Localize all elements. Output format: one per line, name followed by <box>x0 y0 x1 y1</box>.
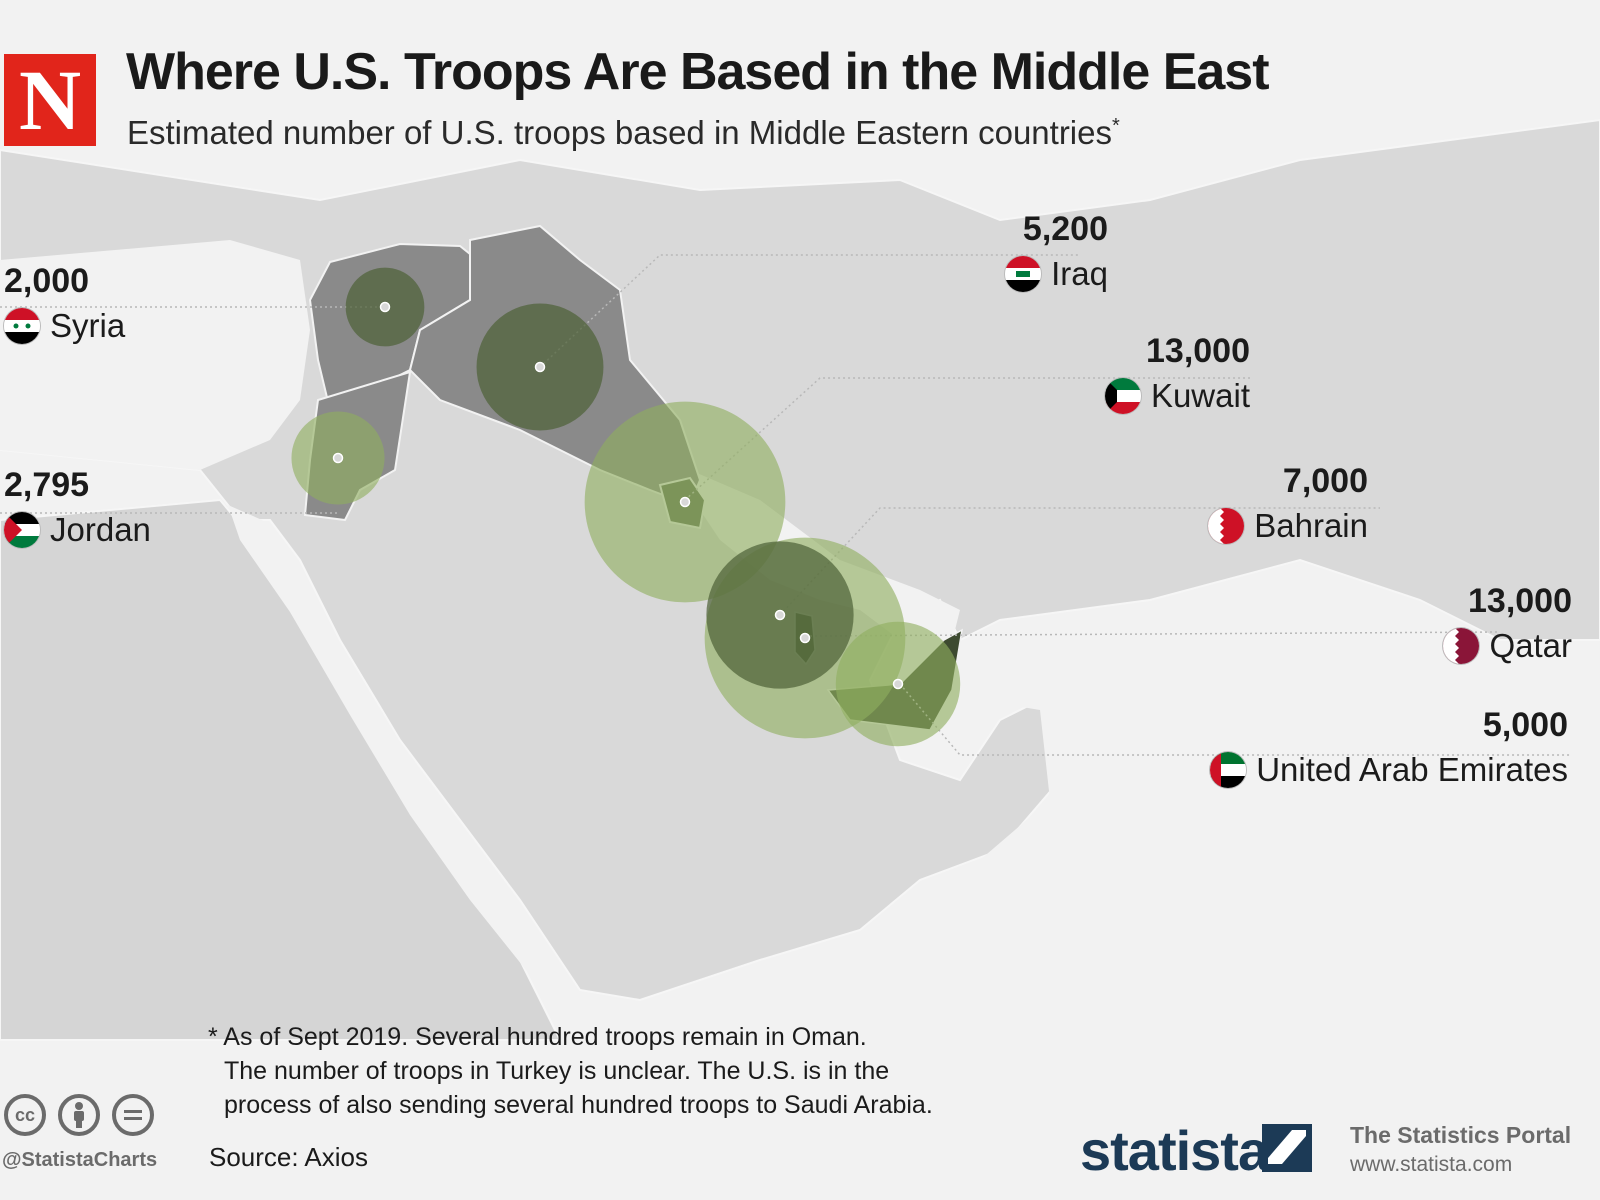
creative-commons-icons: cc <box>4 1094 154 1136</box>
country-name-qatar: Qatar <box>1489 627 1572 664</box>
label-qatar: 13,000 Qatar <box>1443 582 1572 665</box>
bahrain-flag-icon <box>1208 508 1245 544</box>
statista-logo-text: statista <box>1080 1119 1269 1182</box>
troops-value-kuwait: 13,000 <box>1146 332 1250 370</box>
country-name-kuwait: Kuwait <box>1150 377 1250 414</box>
troop-circles <box>291 267 961 747</box>
iraq-flag-icon <box>1005 256 1042 292</box>
arabian-sea <box>600 640 1600 1200</box>
base-point-jordan <box>332 452 344 464</box>
statista-portal: The Statistics Portal www.statista.com <box>1350 1122 1571 1177</box>
kuwait-flag-icon <box>1104 378 1141 414</box>
troops-value-bahrain: 7,000 <box>1282 462 1368 500</box>
subtitle-footnote-mark: * <box>1112 115 1120 137</box>
footnote-line-3: process of also sending several hundred … <box>224 1091 933 1119</box>
country-name-uae: United Arab Emirates <box>1256 751 1568 788</box>
statista-handle: @StatistaCharts <box>2 1149 158 1171</box>
base-point-bahrain <box>774 609 786 621</box>
label-uae: 5,000 United Arab Emirates <box>1210 706 1568 789</box>
uae-flag-icon <box>1210 752 1247 788</box>
footnote-line-2: The number of troops in Turkey is unclea… <box>224 1057 890 1085</box>
troops-value-qatar: 13,000 <box>1468 582 1572 620</box>
country-name-jordan: Jordan <box>50 511 151 548</box>
cc-icon: cc <box>4 1094 46 1136</box>
red-sea <box>228 505 545 975</box>
troops-value-syria: 2,000 <box>4 262 90 300</box>
country-name-syria: Syria <box>50 307 126 344</box>
base-point-uae <box>892 678 904 690</box>
mediterranean-sea <box>0 240 310 470</box>
qatar-flag-icon <box>1443 628 1480 664</box>
portal-name: The Statistics Portal <box>1350 1122 1572 1148</box>
base-point-qatar <box>799 632 811 644</box>
syria-flag-icon <box>4 308 40 344</box>
troops-value-iraq: 5,200 <box>1022 210 1108 248</box>
source-text: Source: Axios <box>209 1142 368 1172</box>
page-title: Where U.S. Troops Are Based in the Middl… <box>126 43 1270 101</box>
subtitle-text: Estimated number of U.S. troops based in… <box>127 114 1112 151</box>
page-subtitle: Estimated number of U.S. troops based in… <box>127 114 1120 152</box>
label-bahrain: 7,000 Bahrain <box>1208 462 1368 545</box>
label-jordan: 2,795 Jordan <box>4 466 151 549</box>
newsweek-logo: N <box>4 54 96 146</box>
jordan-flag-icon <box>4 512 40 548</box>
country-name-bahrain: Bahrain <box>1254 507 1368 544</box>
base-point-syria <box>379 301 391 313</box>
base-point-iraq <box>534 361 546 373</box>
troops-value-jordan: 2,795 <box>4 466 90 504</box>
statista-logo-icon <box>1262 1124 1312 1172</box>
nd-icon <box>112 1094 154 1136</box>
label-syria: 2,000 Syria <box>4 262 125 345</box>
country-name-iraq: Iraq <box>1051 255 1108 292</box>
footnote-line-1: * As of Sept 2019. Several hundred troop… <box>208 1023 867 1051</box>
label-kuwait: 13,000 Kuwait <box>1104 332 1250 415</box>
footnote: * As of Sept 2019. Several hundred troop… <box>208 1020 933 1122</box>
logo-letter: N <box>18 52 82 148</box>
troops-value-uae: 5,000 <box>1482 706 1568 744</box>
base-point-kuwait <box>679 496 691 508</box>
portal-url: www.statista.com <box>1350 1153 1513 1176</box>
label-iraq: 5,200 Iraq <box>1005 210 1108 293</box>
by-icon <box>58 1094 100 1136</box>
